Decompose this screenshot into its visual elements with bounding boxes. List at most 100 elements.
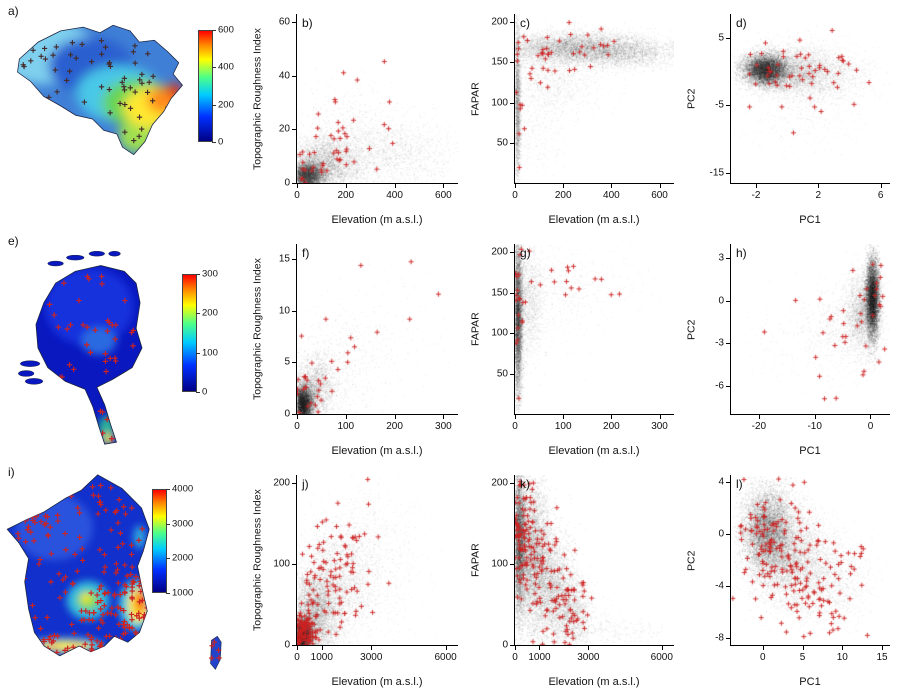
site-marker-plus-icon [47, 633, 53, 640]
site-marker-plus-icon [122, 129, 128, 135]
site-marker-plus-icon [81, 99, 88, 105]
site-marker-plus-icon [84, 342, 90, 348]
site-marker-plus-icon [112, 355, 118, 361]
x-tick-label: 6 [877, 190, 884, 201]
site-marker-plus-icon [44, 489, 51, 496]
site-marker-plus-icon [98, 640, 105, 646]
x-tick-label: 5 [799, 652, 806, 663]
x-tick [880, 183, 882, 188]
site-marker-plus-icon [126, 624, 133, 630]
panel-letter: c) [520, 16, 530, 30]
site-marker-plus-icon [54, 512, 61, 519]
site-marker-plus-icon [113, 322, 119, 328]
site-marker-plus-icon [102, 564, 108, 570]
y-tick-label: -5 [715, 99, 724, 111]
panel-letter: k) [520, 477, 530, 491]
colorbar-tick-label: 200 [202, 307, 218, 319]
site-marker-plus-icon [136, 615, 143, 621]
y-tick [292, 129, 297, 131]
site-marker-plus-icon [166, 110, 173, 117]
site-marker-plus-icon [62, 574, 69, 580]
scatter-points-canvas [297, 475, 458, 645]
site-marker-plus-icon [104, 317, 111, 324]
scatter-points-canvas [731, 244, 890, 414]
x-tick-label: 200 [554, 190, 572, 201]
panel-map-france: i) 4000 3000 2000 1000 [0, 461, 250, 692]
site-marker-plus-icon [15, 530, 21, 537]
plot-area: 0 1000 3000 6000 0 100 200 [273, 475, 458, 663]
site-marker-plus-icon [104, 328, 111, 334]
x-tick [758, 414, 760, 419]
site-marker-plus-icon [48, 551, 55, 557]
site-marker-plus-icon [99, 281, 105, 287]
y-tick [510, 252, 515, 254]
x-tick-label: -2 [751, 190, 761, 201]
panel-scatter-pca-netherlands: h) PC2 -20 -10 0 3 0 -3 -6 PC1 [684, 230, 900, 461]
y-tick-label: 0 [284, 639, 290, 651]
site-marker-plus-icon [18, 601, 25, 608]
y-tick-label: 50 [496, 137, 508, 149]
site-marker-plus-icon [121, 618, 128, 625]
site-marker-plus-icon [102, 44, 109, 50]
site-marker-plus-icon [75, 505, 81, 511]
x-tick [297, 414, 298, 419]
site-marker-plus-icon [98, 84, 105, 90]
y-tick [292, 414, 297, 415]
scatter-points-canvas [731, 14, 890, 183]
y-tick [510, 564, 515, 566]
site-marker-plus-icon [117, 100, 123, 107]
site-marker-plus-icon [104, 610, 111, 616]
site-marker-plus-icon [51, 312, 57, 318]
site-marker-plus-icon [143, 589, 150, 596]
site-marker-plus-icon [100, 620, 106, 626]
y-tick [726, 586, 731, 588]
scatter-points-canvas [515, 14, 674, 183]
colorbar-tick [196, 352, 200, 354]
site-marker-plus-icon [112, 612, 119, 618]
y-tick-label: -8 [715, 632, 724, 644]
elevation-fill-layer [17, 25, 183, 155]
site-marker-plus-icon [145, 51, 151, 57]
site-marker-plus-icon [120, 621, 127, 628]
x-tick-label: 400 [386, 190, 403, 201]
site-marker-plus-icon [10, 553, 17, 560]
y-tick-label: 200 [491, 16, 508, 28]
site-marker-plus-icon [44, 614, 50, 621]
panel-letter: b) [302, 16, 313, 30]
site-marker-plus-icon [133, 574, 139, 580]
x-tick-label: 300 [651, 421, 668, 432]
site-marker-plus-icon [62, 647, 68, 654]
site-marker-plus-icon [101, 551, 108, 558]
panel-letter: g) [520, 246, 531, 260]
site-marker-plus-icon [95, 625, 102, 631]
colorbar-tick-label: 100 [202, 347, 218, 359]
site-marker-plus-icon [95, 511, 101, 517]
site-marker-plus-icon [45, 533, 52, 539]
site-marker-plus-icon [62, 530, 68, 537]
y-tick [292, 22, 297, 24]
site-marker-plus-icon [216, 655, 222, 661]
site-marker-plus-icon [98, 482, 104, 489]
x-axis-label: Elevation (m a.s.l.) [548, 214, 640, 226]
site-marker-plus-icon [97, 606, 104, 612]
site-marker-plus-icon [113, 561, 120, 567]
site-marker-plus-icon [136, 582, 142, 589]
site-marker-plus-icon [132, 629, 139, 635]
site-marker-plus-icon [50, 638, 57, 644]
colorbar-tick [212, 104, 216, 106]
site-marker-plus-icon [112, 509, 118, 515]
site-marker-plus-icon [215, 647, 222, 653]
site-marker-plus-icon [98, 273, 105, 280]
x-tick [814, 414, 816, 419]
colorbar-tick [196, 313, 200, 315]
site-marker-plus-icon [138, 588, 144, 595]
site-marker-plus-icon [128, 542, 135, 548]
site-marker-plus-icon [89, 484, 96, 490]
site-marker-plus-icon [121, 607, 127, 614]
site-marker-plus-icon [76, 297, 82, 304]
x-tick [842, 645, 844, 650]
panel-letter: f) [302, 246, 310, 260]
plot-area: -20 -10 0 3 0 -3 -6 [715, 244, 890, 432]
site-marker-plus-icon [143, 589, 150, 595]
panel-letter: d) [736, 16, 747, 30]
